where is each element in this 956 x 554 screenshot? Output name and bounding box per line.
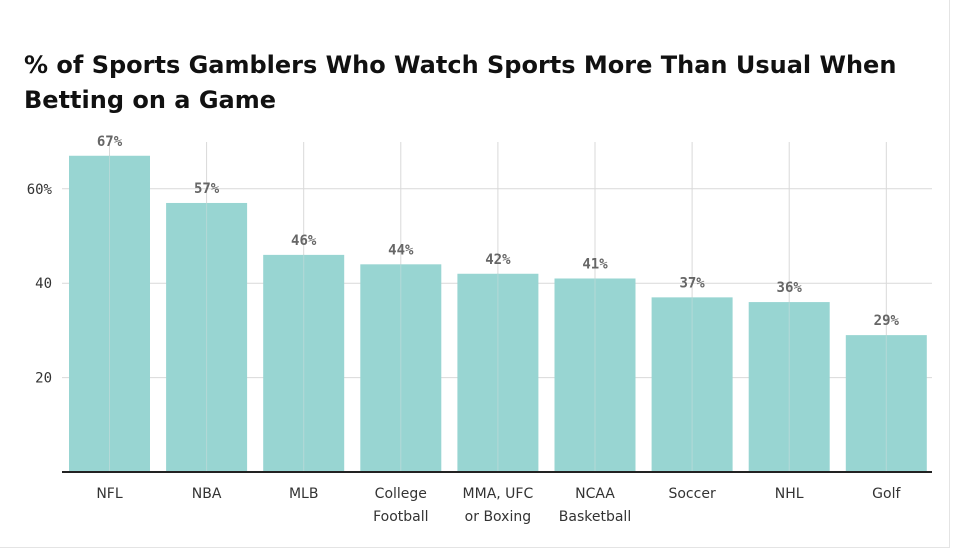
data-label-2: 46% <box>291 233 317 249</box>
data-label-1: 57% <box>194 181 220 197</box>
category-label-0: NFL <box>96 486 123 502</box>
data-label-0: 67% <box>97 134 123 150</box>
data-label-6: 37% <box>679 275 705 291</box>
data-label-5: 41% <box>582 256 608 272</box>
y-tick-label-20: 20 <box>35 371 52 387</box>
data-label-3: 44% <box>388 242 414 258</box>
y-tick-label-40: 40 <box>35 276 52 292</box>
category-label-8: Golf <box>872 486 901 502</box>
data-label-7: 36% <box>777 280 803 296</box>
category-label-2: MLB <box>289 486 318 502</box>
category-label-7: NHL <box>775 486 804 502</box>
y-tick-label-60: 60% <box>27 182 53 198</box>
category-label-1: NBA <box>192 486 222 502</box>
category-label-4: MMA, UFC or Boxing <box>463 486 534 525</box>
data-label-4: 42% <box>485 252 511 268</box>
chart-title: % of Sports Gamblers Who Watch Sports Mo… <box>24 51 897 114</box>
category-label-3: College Football <box>373 486 428 525</box>
category-label-5: NCAA Basketball <box>559 486 631 525</box>
category-label-6: Soccer <box>668 486 715 502</box>
data-label-8: 29% <box>874 313 900 329</box>
